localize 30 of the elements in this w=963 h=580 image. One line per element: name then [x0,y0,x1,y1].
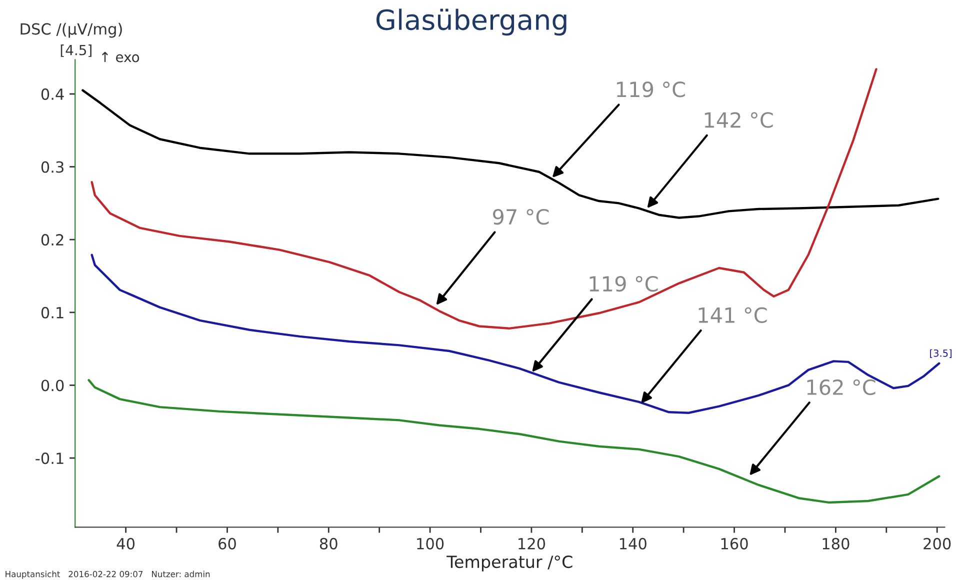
x-axis-title: Temperatur /°C [446,555,572,572]
y-tick-label: 0.1 [41,306,64,318]
x-tick-label: 60 [218,538,236,550]
line-series [88,379,940,504]
y-tick-label: 0.2 [41,234,64,246]
x-tick-label: 40 [116,538,135,550]
annotation: 162 °C [807,379,876,396]
y-tick-label: 0.4 [41,88,64,100]
annotation: ↑ exo [102,52,140,62]
text: [4.5] [60,44,92,57]
y-tick-label: -0.1 [36,452,64,464]
annotation: 119 °C [617,82,685,98]
annotation: [3.5] [930,349,952,358]
x-tick-label: 80 [320,538,338,550]
annotation: 141 °C [698,307,767,324]
line-series [90,68,878,330]
text: Hauptansicht 2016-02-22 09:07 Nutzer: admin [6,570,210,579]
annotation: 142 °C [704,112,773,128]
annotation: 97 °C [493,208,549,225]
x-tick-label: 100 [417,538,444,550]
x-tick-label: 200 [924,538,951,550]
y-tick-label: 0.0 [41,380,64,392]
chart-title: Glasübergang [376,8,566,36]
y-tick-label: 0.3 [41,161,64,173]
y-axis-title: DSC /(µV/mg) [20,22,122,38]
x-tick-label: 120 [518,538,546,550]
x-tick-label: 160 [721,538,748,550]
x-tick-label: 140 [620,538,646,550]
x-tick-label: 180 [822,538,850,550]
annotation: 119 °C [590,276,658,292]
